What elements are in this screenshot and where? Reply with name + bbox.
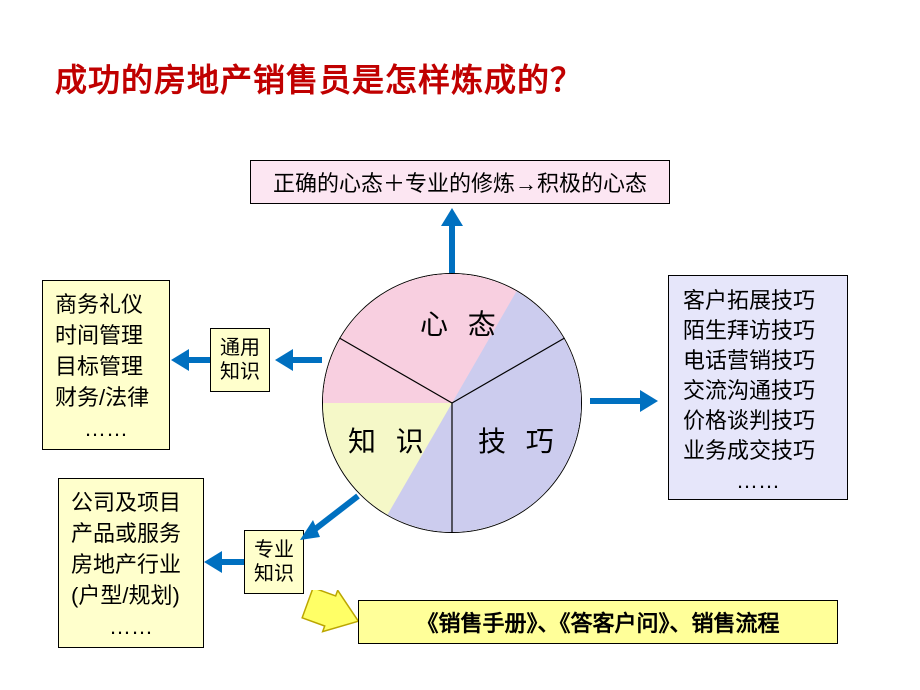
arrow-diag-icon <box>290 490 370 550</box>
lt-item-4: …… <box>55 413 157 444</box>
arrow-left2-head <box>171 349 189 371</box>
pie-label-skill: 技 巧 <box>478 420 560 460</box>
pie-label-knowledge: 知 识 <box>348 420 430 460</box>
arrow-left3-head <box>204 551 222 573</box>
lt-item-0: 商务礼仪 <box>55 289 157 320</box>
page-title: 成功的房地产销售员是怎样炼成的？ <box>55 55 583 101</box>
special-line1: 专业 <box>254 538 294 562</box>
arrow-up-head <box>441 208 463 226</box>
top-formula-box: 正确的心态＋专业的修炼→积极的心态 <box>250 160 670 204</box>
right-item-4: 价格谈判技巧 <box>683 406 833 436</box>
left-top-list-box: 商务礼仪 时间管理 目标管理 财务/法律 …… <box>42 280 170 450</box>
right-item-1: 陌生拜访技巧 <box>683 316 833 346</box>
arrow-left1-head <box>275 349 293 371</box>
lb-item-0: 公司及项目 <box>71 487 191 518</box>
right-item-0: 客户拓展技巧 <box>683 286 833 316</box>
arrow-right-head <box>640 390 658 412</box>
lb-item-4: …… <box>71 611 191 642</box>
diagram-stage: 成功的房地产销售员是怎样炼成的？ 正确的心态＋专业的修炼→积极的心态 心 态 技… <box>0 0 920 690</box>
arrow-right-shaft <box>590 398 640 404</box>
bottom-output-text: 《销售手册》、《答客户问》、销售流程 <box>416 606 779 638</box>
lb-item-2: 房地产行业 <box>71 549 191 580</box>
general-knowledge-box: 通用 知识 <box>210 328 270 392</box>
lt-item-3: 财务/法律 <box>55 382 157 413</box>
pie-label-mindset: 心 态 <box>420 303 502 343</box>
lb-item-3: (户型/规划) <box>71 580 191 611</box>
right-item-2: 电话营销技巧 <box>683 346 833 376</box>
arrow-left2-shaft <box>188 357 210 363</box>
left-bottom-list-box: 公司及项目 产品或服务 房地产行业 (户型/规划) …… <box>58 478 204 648</box>
lb-item-1: 产品或服务 <box>71 518 191 549</box>
arrow-left3-shaft <box>221 559 244 565</box>
lt-item-2: 目标管理 <box>55 351 157 382</box>
right-item-6: …… <box>683 466 833 496</box>
top-formula-text: 正确的心态＋专业的修炼→积极的心态 <box>273 166 647 198</box>
right-skills-box: 客户拓展技巧 陌生拜访技巧 电话营销技巧 交流沟通技巧 价格谈判技巧 业务成交技… <box>668 275 848 500</box>
special-line2: 知识 <box>254 562 294 586</box>
right-item-3: 交流沟通技巧 <box>683 376 833 406</box>
bottom-output-box: 《销售手册》、《答客户问》、销售流程 <box>358 600 838 644</box>
right-item-5: 业务成交技巧 <box>683 436 833 466</box>
lt-item-1: 时间管理 <box>55 320 157 351</box>
general-line1: 通用 <box>220 336 260 360</box>
general-line2: 知识 <box>220 360 260 384</box>
arrow-left1-shaft <box>292 357 322 363</box>
arrow-up-shaft <box>449 226 455 273</box>
